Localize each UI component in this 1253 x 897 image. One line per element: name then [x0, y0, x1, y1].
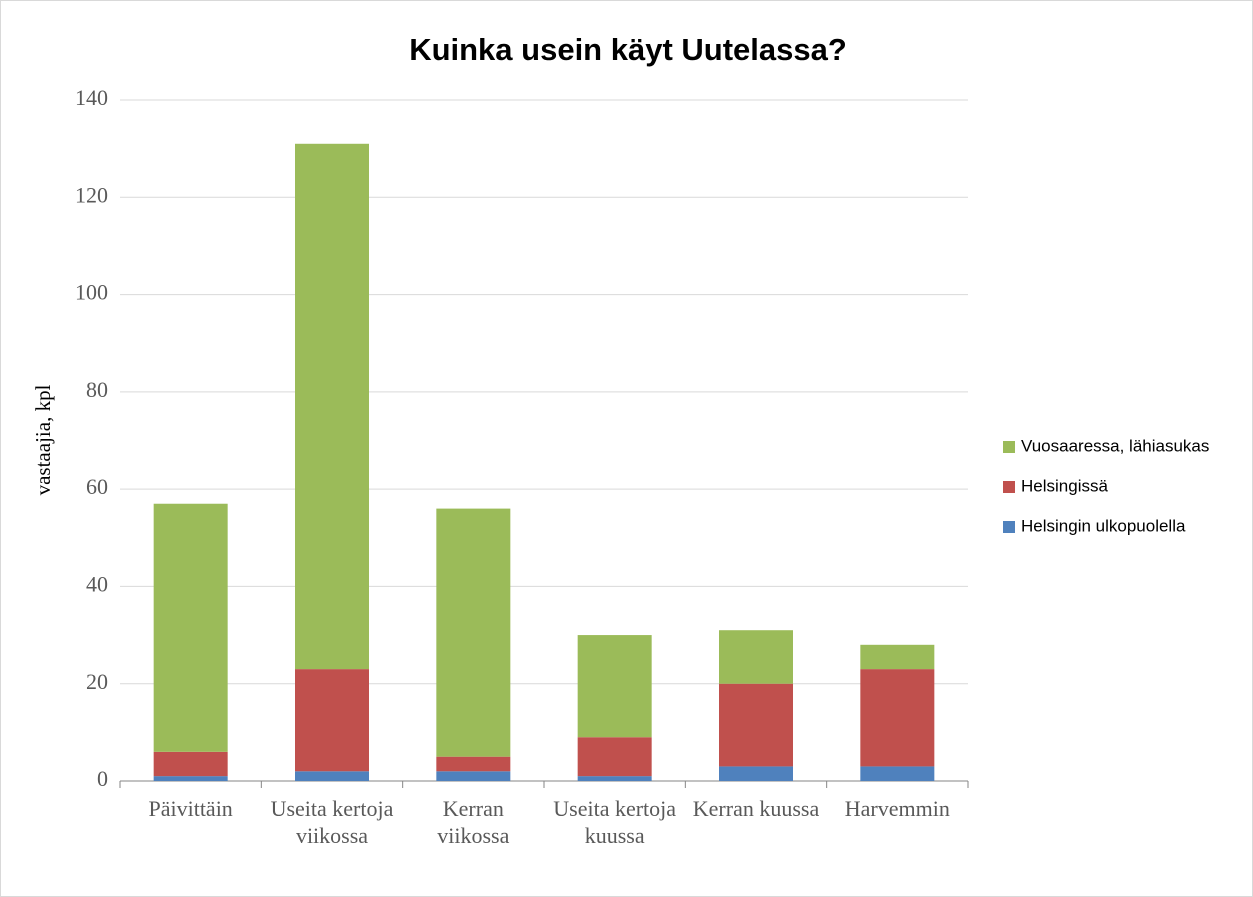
bar-segment — [719, 630, 793, 684]
bar-segment — [153, 503, 228, 752]
legend-label: Helsingin ulkopuolella — [1021, 516, 1186, 535]
bar-segment — [860, 766, 935, 781]
bar-segment — [719, 683, 793, 767]
y-tick-label: 0 — [97, 766, 108, 791]
bar-segment — [436, 771, 511, 781]
bar-segment — [719, 766, 793, 781]
bar-segment — [295, 669, 369, 772]
legend-label: Helsingissä — [1021, 476, 1108, 495]
y-tick-label: 20 — [86, 669, 108, 694]
chart-title: Kuinka usein käyt Uutelassa? — [409, 32, 847, 67]
bar-segment — [577, 635, 652, 738]
legend-swatch — [1003, 441, 1015, 453]
x-tick-label: Useita kertoja viikossa — [270, 796, 394, 848]
bar-segment — [577, 737, 652, 777]
bar-segment — [153, 776, 228, 781]
bar-segment — [153, 751, 228, 777]
bar-segment — [295, 143, 369, 670]
bar-segment — [577, 776, 652, 781]
bar-segment — [860, 669, 935, 767]
y-tick-label: 40 — [86, 571, 108, 596]
y-tick-label: 120 — [75, 182, 108, 207]
x-tick-label: Kerran viikossa — [437, 796, 510, 848]
bar-segment — [436, 508, 511, 757]
bar-segment — [860, 644, 935, 670]
x-tick-label: Päivittäin — [148, 796, 233, 821]
y-tick-label: 60 — [86, 474, 108, 499]
y-tick-label: 80 — [86, 377, 108, 402]
legend-swatch — [1003, 521, 1015, 533]
bar-segment — [295, 771, 369, 781]
bar-segment — [436, 756, 511, 772]
x-tick-label: Useita kertoja kuussa — [553, 796, 677, 848]
x-tick-label: Harvemmin — [844, 796, 950, 821]
legend-swatch — [1003, 481, 1015, 493]
y-tick-label: 140 — [75, 85, 108, 110]
x-tick-label: Kerran kuussa — [692, 796, 820, 821]
y-tick-label: 100 — [75, 280, 108, 305]
y-axis-label: vastaajia, kpl — [31, 384, 55, 495]
legend-label: Vuosaaressa, lähiasukas — [1021, 436, 1209, 455]
